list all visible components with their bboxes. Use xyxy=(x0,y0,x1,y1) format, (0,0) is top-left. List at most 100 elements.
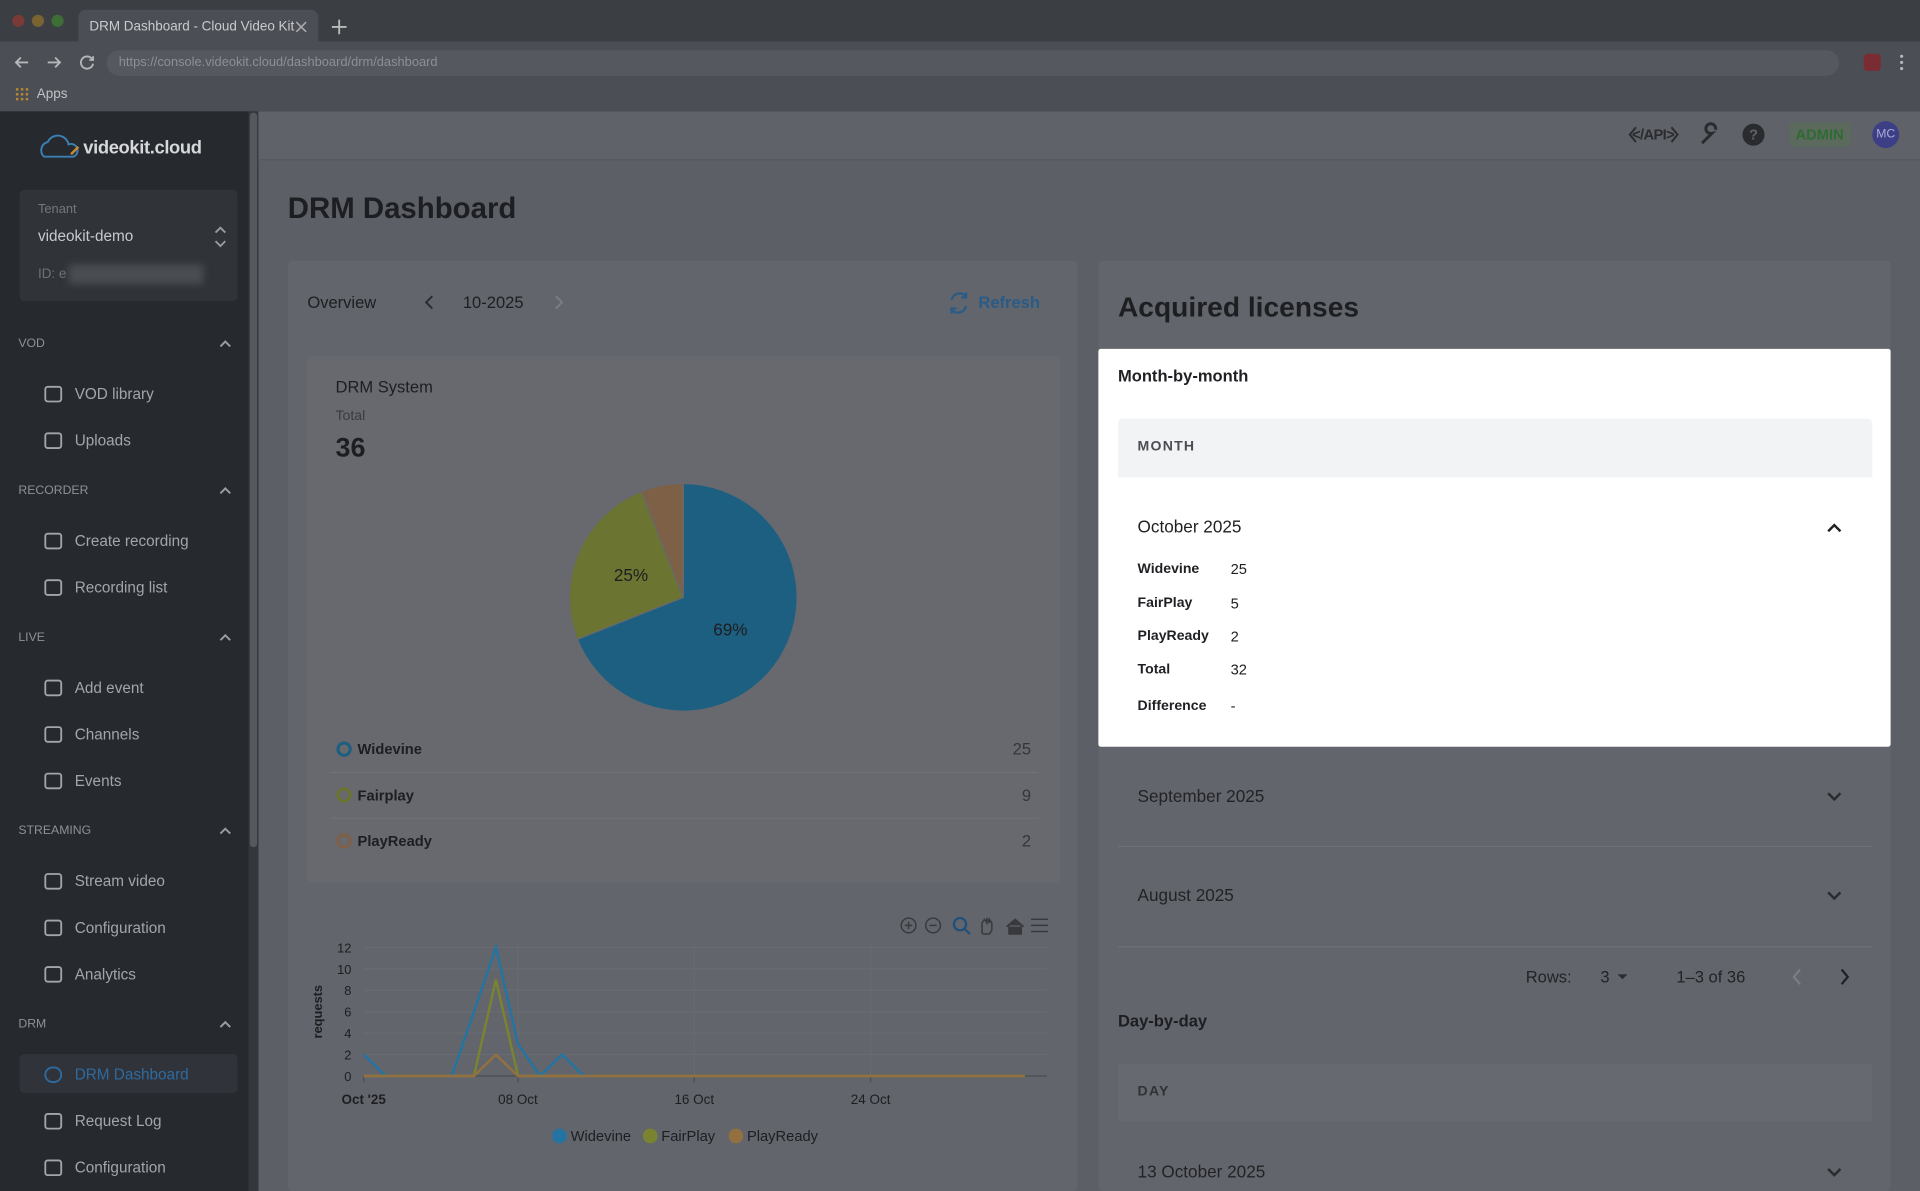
role: ADMIN xyxy=(1795,126,1844,144)
section-title[interactable]: RECORDER xyxy=(18,484,89,498)
section-title[interactable]: STREAMING xyxy=(18,824,92,838)
apps-icon[interactable] xyxy=(15,88,29,101)
divider xyxy=(1117,946,1873,948)
nav-item[interactable]: Configuration xyxy=(74,1159,166,1177)
tab-bar xyxy=(0,0,1920,42)
expand-month[interactable] xyxy=(1827,891,1842,901)
row-label: FairPlay xyxy=(1137,596,1193,611)
prev-period[interactable] xyxy=(424,295,433,310)
reload[interactable] xyxy=(80,55,94,70)
nav-item[interactable]: Uploads xyxy=(74,432,131,450)
section-title[interactable]: DRM xyxy=(18,1017,47,1032)
window-close[interactable] xyxy=(12,14,25,27)
tab-title[interactable]: DRM Dashboard - Cloud Video Kit xyxy=(89,19,295,35)
nav-item[interactable]: Events xyxy=(74,772,122,790)
nav-item[interactable]: Add event xyxy=(74,679,144,697)
back[interactable] xyxy=(14,56,29,68)
nav-item[interactable]: Channels xyxy=(74,725,140,744)
nav-item[interactable]: Create recording xyxy=(74,532,189,550)
rows-per-page[interactable]: 3 xyxy=(1600,967,1610,987)
window-minimize[interactable] xyxy=(31,14,45,27)
month-label[interactable]: October 2025 xyxy=(1137,516,1242,537)
y-tick-label: 2 xyxy=(344,1047,351,1062)
row-value: 2 xyxy=(1230,627,1239,646)
tab-close[interactable] xyxy=(295,21,307,33)
new-tab[interactable] xyxy=(331,19,347,35)
row-label: Widevine xyxy=(1137,561,1200,577)
logo-cloud xyxy=(40,134,79,158)
extension-icon[interactable] xyxy=(1863,53,1881,71)
next-period[interactable] xyxy=(555,295,564,310)
tenant[interactable]: videokit-demo xyxy=(37,227,134,245)
bookmark[interactable]: Apps xyxy=(36,86,68,102)
section-toggle[interactable] xyxy=(219,1020,231,1028)
line-series xyxy=(363,1052,1025,1078)
month-label[interactable]: September 2025 xyxy=(1137,785,1265,806)
nav-icon xyxy=(44,432,63,449)
nav-icon xyxy=(44,726,63,743)
legend-marker xyxy=(552,1128,567,1144)
refresh-button[interactable]: Refresh xyxy=(978,293,1040,312)
nav-item[interactable]: VOD library xyxy=(74,385,154,403)
section-toggle[interactable] xyxy=(219,340,231,348)
nav-item[interactable]: Stream video xyxy=(74,872,165,890)
expand-month[interactable] xyxy=(1827,792,1842,802)
row-value: - xyxy=(1230,697,1236,715)
avatar[interactable] xyxy=(1872,121,1900,149)
nav-icon xyxy=(44,772,63,790)
settings-icon[interactable] xyxy=(1701,122,1718,145)
rows-dropdown[interactable] xyxy=(1617,974,1628,980)
nav-icon xyxy=(44,579,63,596)
collapse-month[interactable] xyxy=(1827,523,1842,533)
day-label[interactable]: 13 October 2025 xyxy=(1137,1161,1266,1182)
role-badge xyxy=(1788,122,1852,147)
page-range: 1–3 of 36 xyxy=(1676,967,1746,987)
scroll-thumb[interactable] xyxy=(249,112,258,848)
x-tick-label: 08 Oct xyxy=(498,1092,538,1107)
window-zoom[interactable] xyxy=(51,14,64,27)
refresh-icon[interactable] xyxy=(950,292,968,314)
url: https://console.videokit.cloud/dashboard… xyxy=(118,55,438,70)
nav-item[interactable]: Analytics xyxy=(74,965,136,983)
tab[interactable] xyxy=(78,9,319,42)
nav-icon xyxy=(44,385,63,403)
pie-slice xyxy=(640,482,684,598)
section-toggle[interactable] xyxy=(219,827,231,835)
legend-name[interactable]: PlayReady xyxy=(746,1127,819,1145)
page-title: DRM Dashboard xyxy=(287,192,517,226)
nav-item[interactable]: Recording list xyxy=(74,578,168,597)
expand-day[interactable] xyxy=(1827,1168,1842,1177)
api-link[interactable]: </API> xyxy=(1632,126,1675,144)
tenant-select[interactable] xyxy=(214,226,226,248)
legend-count: 9 xyxy=(1021,785,1032,805)
section-title[interactable]: LIVE xyxy=(18,631,45,645)
section-title[interactable]: VOD xyxy=(18,337,45,351)
nav-item[interactable]: Configuration xyxy=(74,919,166,937)
x-tick-label: Oct '25 xyxy=(342,1092,387,1107)
legend-name: PlayReady xyxy=(357,832,432,850)
nav-icon xyxy=(44,873,63,890)
nav-item[interactable]: Request Log xyxy=(74,1112,162,1130)
pie-label: 69% xyxy=(713,619,747,639)
address-bar[interactable] xyxy=(106,50,1840,76)
chart-title: DRM System xyxy=(335,377,433,396)
tenant-id: ID: e xyxy=(37,266,67,282)
prev-page[interactable] xyxy=(1792,968,1801,985)
forward[interactable] xyxy=(47,56,62,68)
help-icon[interactable] xyxy=(1742,123,1765,146)
app-header xyxy=(258,111,1920,161)
nav-icon xyxy=(44,1066,63,1084)
logo-text: videokit.cloud xyxy=(83,137,202,159)
nav-item[interactable]: DRM Dashboard xyxy=(74,1066,189,1084)
legend-name[interactable]: Widevine xyxy=(570,1127,632,1145)
legend-name: Fairplay xyxy=(357,786,414,804)
browser-menu[interactable] xyxy=(1900,54,1904,71)
card-title: Month-by-month xyxy=(1117,366,1249,385)
month-label[interactable]: August 2025 xyxy=(1137,885,1234,905)
next-page[interactable] xyxy=(1840,968,1850,985)
chart-toolbar[interactable] xyxy=(900,916,1049,935)
legend-name[interactable]: FairPlay xyxy=(661,1127,716,1145)
section-toggle[interactable] xyxy=(219,633,231,641)
section-toggle[interactable] xyxy=(219,487,231,495)
